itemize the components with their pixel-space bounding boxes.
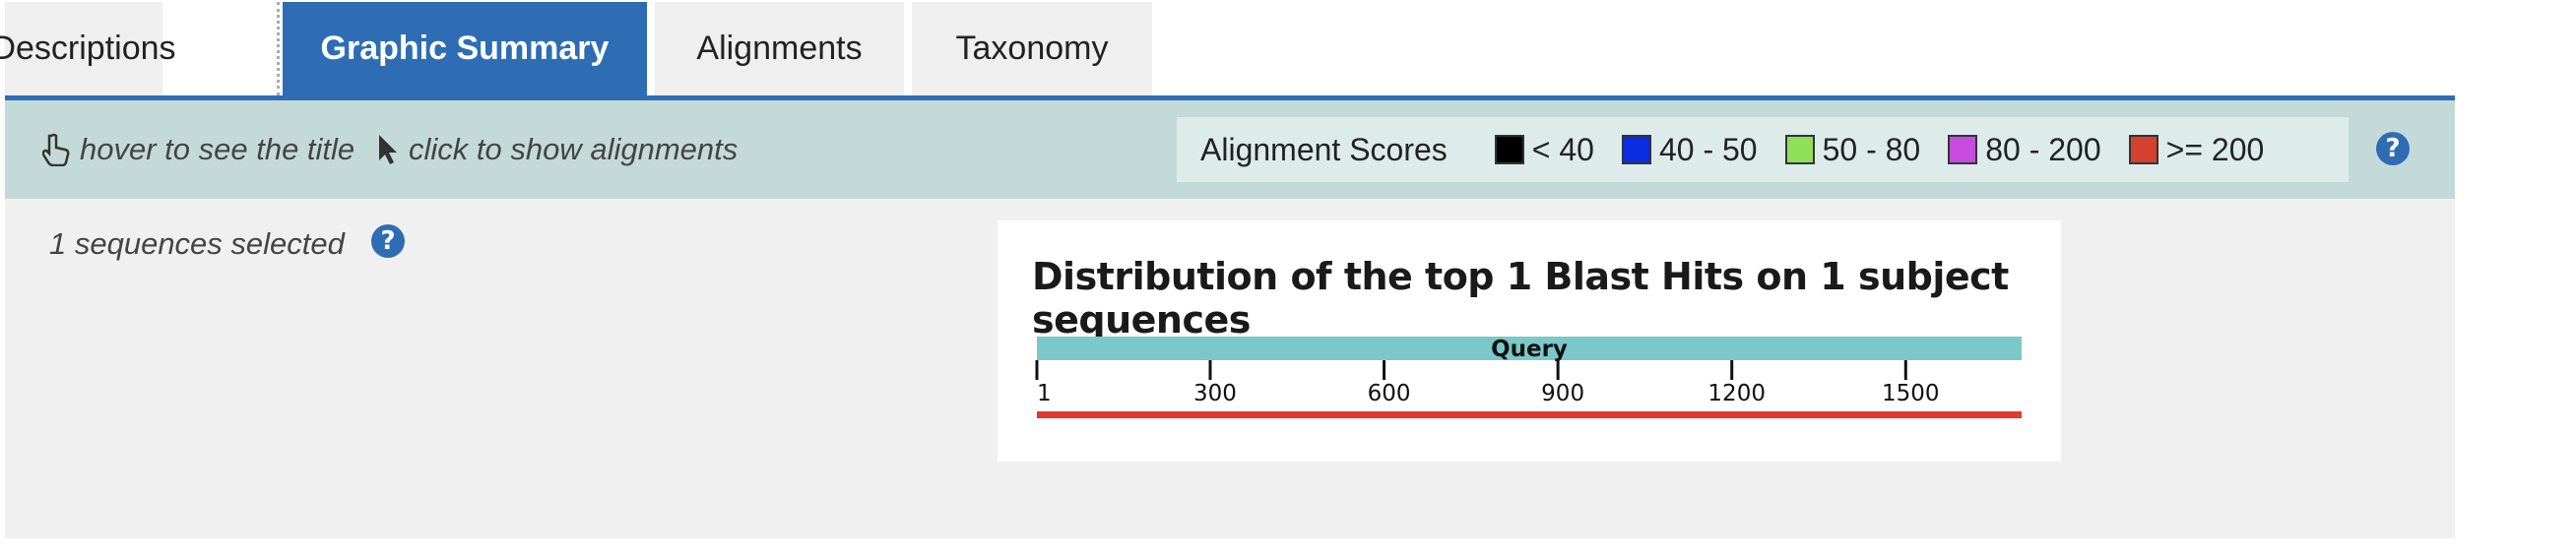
tab-graphic-summary[interactable]: Graphic Summary [283,2,647,95]
query-bar [1037,337,2022,360]
legend-item: >= 200 [2128,131,2265,168]
legend-title: Alignment Scores [1200,131,1448,167]
hover-hint: hover to see the title [42,100,354,199]
legend-item: < 40 [1494,131,1594,168]
legend-label: 40 - 50 [1658,131,1758,167]
legend-item: 40 - 50 [1621,131,1758,168]
tab-alignments-label: Alignments [696,30,863,67]
graphic-summary-panel: 1 sequences selected ? Distribution of t… [5,199,2455,538]
tab-taxonomy[interactable]: Taxonomy [912,2,1152,95]
tab-descriptions-label: Descriptions [0,30,176,67]
legend-label: < 40 [1531,131,1594,167]
graphic-toolbar: hover to see the title click to show ali… [5,100,2455,199]
legend-label: 80 - 200 [1985,131,2101,167]
chart-title: Distribution of the top 1 Blast Hits on … [1032,255,2009,342]
axis-tick-label: 1500 [1882,381,1940,406]
mouse-pointer-icon [379,135,397,164]
legend-item: 80 - 200 [1948,131,2101,168]
tab-alignments[interactable]: Alignments [655,2,904,95]
legend-swatch [1494,135,1524,164]
axis-tick-label: 1 [1037,381,1052,406]
axis-tick-label: 300 [1193,381,1237,406]
legend-swatch [2128,135,2158,164]
selected-count: 1 sequences selected [49,226,345,261]
hover-hint-text: hover to see the title [80,132,355,166]
tab-graphic-summary-label: Graphic Summary [320,30,610,67]
axis-tick-label: 900 [1541,381,1584,406]
hits-distribution-chart: Distribution of the top 1 Blast Hits on … [998,220,2061,462]
legend-help-icon[interactable]: ? [2376,132,2410,165]
click-hint: click to show alignments [377,100,738,199]
hand-pointer-icon [42,133,70,166]
legend-label: 50 - 80 [1822,131,1921,167]
query-label: Query [1491,337,1568,362]
chart-svg: Query 1 300 600 900 1200 1500 [1035,337,2022,418]
alignment-score-legend: Alignment Scores < 40 40 - 50 50 - 80 80… [1177,117,2349,182]
legend-swatch [1621,135,1651,164]
hit-bar[interactable] [1037,411,2022,418]
click-hint-text: click to show alignments [409,132,739,166]
legend-swatch [1948,135,1978,164]
tab-taxonomy-label: Taxonomy [955,30,1109,67]
tab-underline [5,95,2455,100]
legend-label: >= 200 [2165,131,2265,167]
tab-descriptions[interactable]: Descriptions [0,2,176,95]
hit-bars [1037,411,2022,418]
legend-item: 50 - 80 [1784,131,1921,168]
selection-help-icon[interactable]: ? [371,224,405,258]
axis-tick-label: 1200 [1707,381,1766,406]
tab-divider [277,2,280,95]
legend-swatch [1784,135,1815,164]
axis-tick-label: 600 [1368,381,1411,406]
axis-ticks: 1 300 600 900 1200 1500 [1035,360,1940,406]
